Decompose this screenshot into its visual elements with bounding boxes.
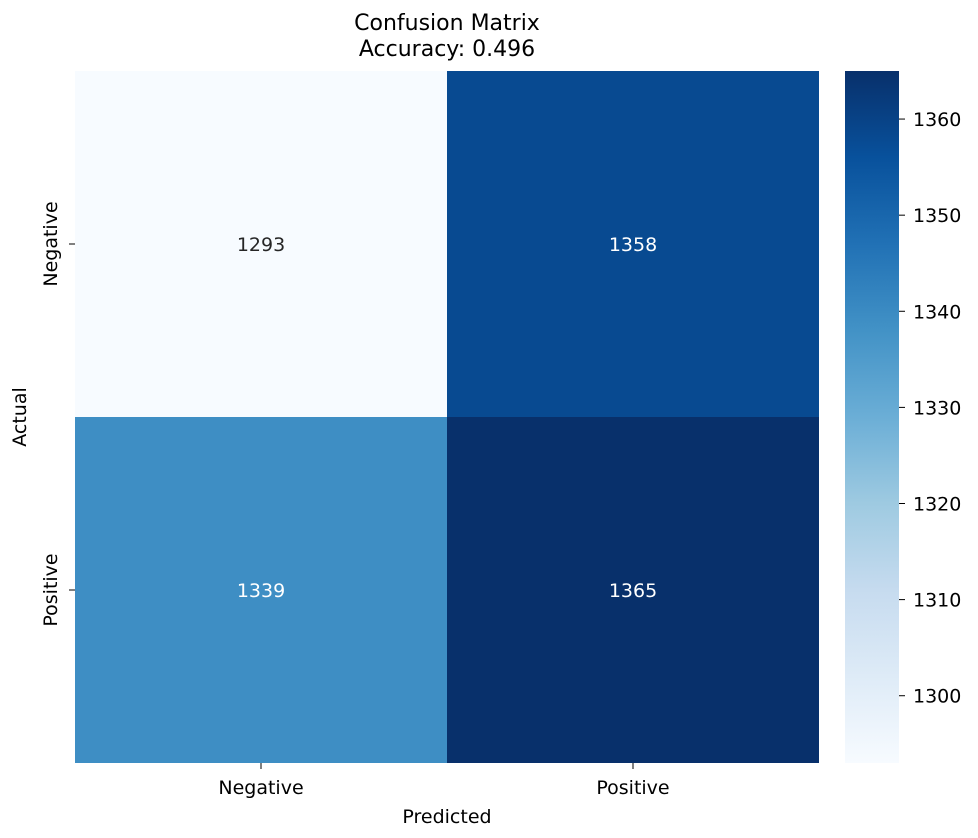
heatmap-cell — [447, 71, 819, 417]
chart-title: Confusion Matrix — [354, 11, 540, 36]
colorbar-tick-label: 1320 — [913, 494, 961, 516]
colorbar-tick-label: 1310 — [913, 590, 961, 612]
heatmap-cell — [75, 71, 447, 417]
cell-value-label: 1358 — [609, 234, 657, 256]
colorbar-tick-label: 1360 — [913, 109, 961, 131]
y-axis-label: Actual — [9, 387, 31, 447]
x-axis: Negative Positive — [218, 763, 670, 799]
x-axis-label: Predicted — [402, 806, 491, 828]
x-tick-label: Positive — [596, 777, 669, 799]
colorbar-tick-label: 1300 — [913, 686, 961, 708]
y-tick-label: Negative — [40, 201, 62, 286]
cell-value-label: 1339 — [237, 580, 285, 602]
cell-value-label: 1293 — [237, 234, 285, 256]
y-axis: Negative Positive — [40, 201, 75, 627]
colorbar-tick-label: 1340 — [913, 301, 961, 323]
heatmap-cells — [75, 71, 819, 763]
heatmap-cell — [75, 417, 447, 763]
cell-value-label: 1365 — [609, 580, 657, 602]
colorbar-tick-label: 1350 — [913, 205, 961, 227]
colorbar-gradient-bar — [845, 71, 899, 763]
colorbar-tick-label: 1330 — [913, 397, 961, 419]
chart-subtitle: Accuracy: 0.496 — [359, 37, 535, 62]
heatmap-cell-labels: 1293 1358 1339 1365 — [237, 234, 657, 602]
x-tick-label: Negative — [218, 777, 303, 799]
colorbar: 1300 1310 1320 1330 1340 1350 1360 — [845, 71, 961, 763]
heatmap-cell — [447, 417, 819, 763]
y-tick-label: Positive — [40, 553, 62, 626]
